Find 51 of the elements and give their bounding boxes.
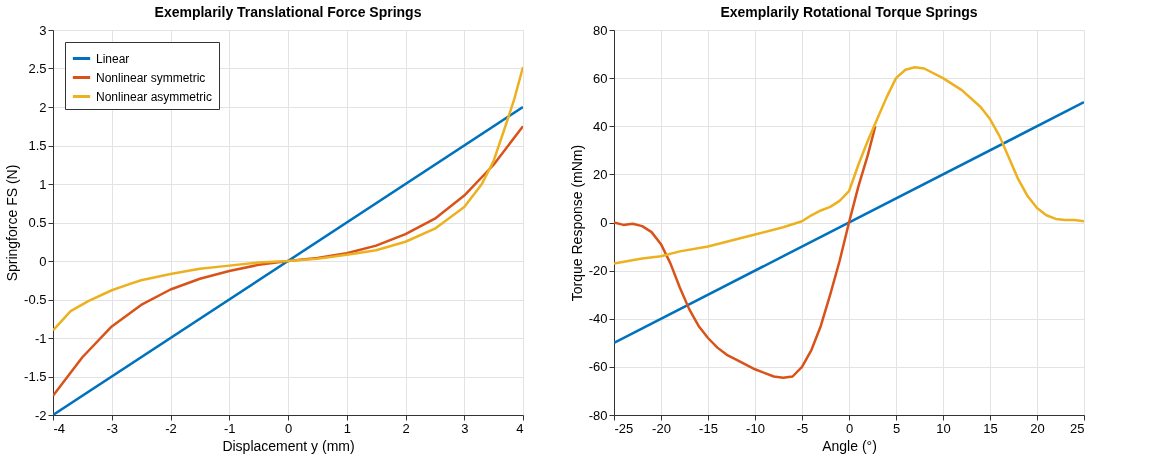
y-tick-label: 20 — [593, 166, 608, 182]
legend-label: Nonlinear asymmetric — [96, 89, 213, 104]
x-tick-label: -25 — [614, 420, 634, 436]
x-tick-label: -3 — [106, 420, 119, 436]
x-tick-label: 1 — [343, 420, 351, 436]
y-tick-label: 40 — [593, 118, 608, 134]
x-tick-label: -10 — [746, 420, 765, 436]
chart-title: Exemplarily Translational Force Springs — [154, 4, 422, 20]
x-tick-label: 3 — [461, 420, 469, 436]
x-tick-label: 10 — [936, 420, 951, 436]
y-tick-label: -1.5 — [24, 369, 47, 384]
x-tick-label: -20 — [652, 420, 671, 436]
y-tick-label: -20 — [588, 263, 608, 279]
y-tick-label: -40 — [588, 311, 608, 327]
y-tick-label: -60 — [588, 359, 608, 375]
y-tick-label: -0.5 — [24, 292, 47, 307]
x-tick-label: 4 — [516, 420, 524, 436]
x-tick-label: 0 — [284, 420, 293, 436]
chart-title: Exemplarily Rotational Torque Springs — [720, 4, 978, 20]
line-series — [614, 125, 877, 379]
y-tick-label: 2 — [39, 99, 47, 115]
legend-label: Nonlinear symmetric — [96, 70, 206, 85]
x-tick-label: 5 — [892, 420, 901, 436]
y-tick-label: -2 — [34, 407, 47, 423]
line-series — [614, 66, 1084, 265]
x-tick-label: 20 — [1030, 420, 1045, 436]
y-tick-label: -1 — [34, 330, 47, 346]
x-tick-label: 25 — [1070, 420, 1085, 436]
y-tick-label: 0 — [600, 215, 608, 230]
x-tick-label: -15 — [699, 420, 718, 436]
y-tick-label: 3 — [39, 22, 47, 38]
y-tick-label: 1 — [39, 176, 47, 192]
x-axis-title: Displacement y (mm) — [222, 437, 355, 454]
y-tick-label: 0 — [39, 253, 47, 269]
x-axis-title: Angle (°) — [822, 437, 877, 454]
y-tick-label: 2.5 — [28, 61, 47, 76]
x-tick-label: -5 — [796, 420, 809, 436]
x-tick-label: -1 — [223, 420, 236, 436]
x-tick-label: 15 — [983, 420, 998, 436]
legend-label: Linear — [96, 51, 130, 66]
y-tick-label: 1.5 — [28, 138, 47, 153]
x-tick-label: 0 — [845, 420, 854, 436]
x-tick-label: -4 — [53, 420, 66, 436]
x-tick-label: -2 — [165, 420, 177, 436]
x-tick-label: 2 — [402, 420, 410, 436]
y-axis-title: Springforce FS (N) — [4, 164, 21, 282]
y-axis-title: Torque Response (mNm) — [568, 144, 585, 302]
y-tick-label: 0.5 — [28, 215, 47, 230]
y-tick-label: 60 — [593, 70, 608, 86]
y-tick-label: 80 — [593, 22, 608, 38]
y-tick-label: -80 — [588, 407, 608, 423]
